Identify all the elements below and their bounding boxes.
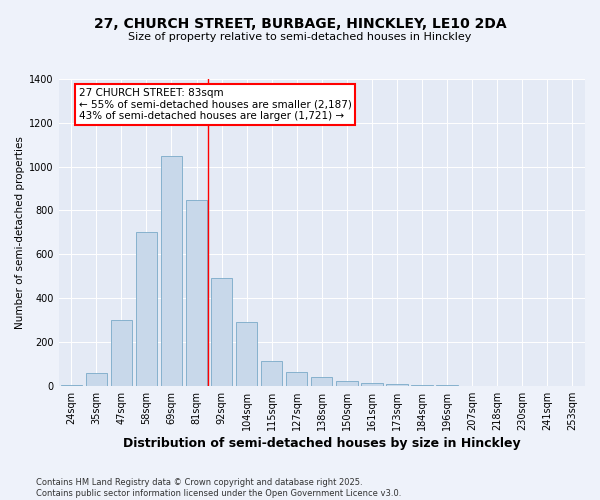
Bar — [286, 372, 307, 386]
Bar — [311, 377, 332, 386]
Bar — [236, 322, 257, 386]
Bar — [361, 382, 383, 386]
Bar — [110, 320, 132, 386]
Bar — [261, 360, 283, 386]
Text: Contains HM Land Registry data © Crown copyright and database right 2025.
Contai: Contains HM Land Registry data © Crown c… — [36, 478, 401, 498]
Y-axis label: Number of semi-detached properties: Number of semi-detached properties — [15, 136, 25, 329]
Bar — [86, 372, 107, 386]
Bar — [336, 382, 358, 386]
Bar — [161, 156, 182, 386]
Bar — [61, 384, 82, 386]
X-axis label: Distribution of semi-detached houses by size in Hinckley: Distribution of semi-detached houses by … — [123, 437, 521, 450]
Bar — [136, 232, 157, 386]
Bar — [211, 278, 232, 386]
Text: 27 CHURCH STREET: 83sqm
← 55% of semi-detached houses are smaller (2,187)
43% of: 27 CHURCH STREET: 83sqm ← 55% of semi-de… — [79, 88, 352, 121]
Text: 27, CHURCH STREET, BURBAGE, HINCKLEY, LE10 2DA: 27, CHURCH STREET, BURBAGE, HINCKLEY, LE… — [94, 18, 506, 32]
Text: Size of property relative to semi-detached houses in Hinckley: Size of property relative to semi-detach… — [128, 32, 472, 42]
Bar — [412, 384, 433, 386]
Bar — [386, 384, 407, 386]
Bar — [186, 200, 207, 386]
